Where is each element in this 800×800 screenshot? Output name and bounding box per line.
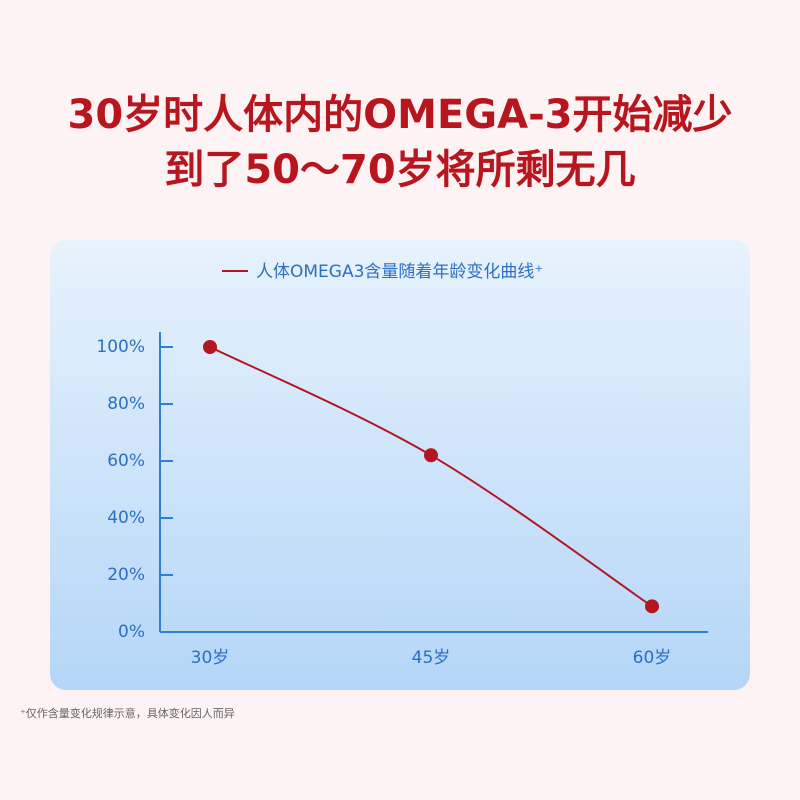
- y-tick-label: 60%: [107, 451, 145, 471]
- y-tick-label: 0%: [118, 622, 145, 642]
- title-line: 30岁时人体内的OMEGA-3开始减少: [67, 92, 732, 138]
- footnote: ⁺仅作含量变化规律示意，具体变化因人而异: [20, 706, 235, 720]
- legend-label: 人体OMEGA3含量随着年龄变化曲线⁺: [256, 262, 543, 282]
- x-tick-label: 30岁: [191, 648, 230, 668]
- point: [645, 599, 659, 614]
- title-line: 到了50～70岁将所剩无几: [164, 147, 635, 193]
- y-tick-label: 100%: [96, 337, 145, 357]
- y-tick-label: 20%: [107, 565, 145, 585]
- x-tick-label: 45岁: [412, 648, 451, 668]
- y-tick-label: 40%: [107, 508, 145, 528]
- chart-card: [50, 240, 750, 690]
- y-tick-label: 80%: [107, 394, 145, 414]
- x-tick-label: 60岁: [633, 648, 672, 668]
- point: [203, 340, 217, 354]
- point: [424, 448, 438, 463]
